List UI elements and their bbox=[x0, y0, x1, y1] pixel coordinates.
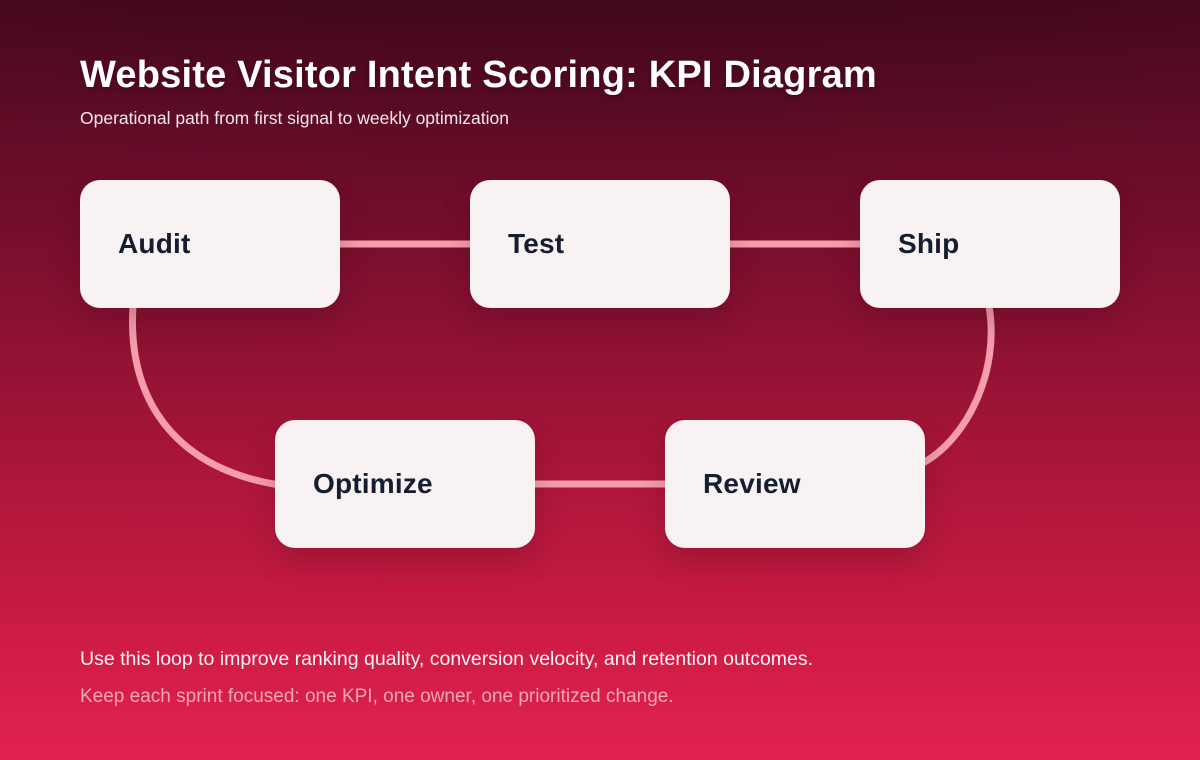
node-review-label: Review bbox=[703, 468, 801, 499]
node-audit: Audit bbox=[80, 180, 340, 308]
node-test-label: Test bbox=[508, 228, 565, 259]
footer-primary-text: Use this loop to improve ranking quality… bbox=[80, 648, 814, 670]
node-optimize: Optimize bbox=[275, 420, 535, 548]
connector-ship-review bbox=[919, 302, 995, 467]
node-ship-label: Ship bbox=[898, 228, 960, 259]
page-title: Website Visitor Intent Scoring: KPI Diag… bbox=[80, 54, 877, 96]
footer-secondary-text: Keep each sprint focused: one KPI, one o… bbox=[80, 686, 674, 707]
node-review: Review bbox=[665, 420, 925, 548]
connector-optimize-audit bbox=[129, 302, 283, 489]
node-test: Test bbox=[470, 180, 730, 308]
node-ship: Ship bbox=[860, 180, 1120, 308]
node-optimize-label: Optimize bbox=[313, 468, 433, 499]
node-audit-label: Audit bbox=[118, 228, 191, 259]
page-subtitle: Operational path from first signal to we… bbox=[80, 108, 509, 128]
